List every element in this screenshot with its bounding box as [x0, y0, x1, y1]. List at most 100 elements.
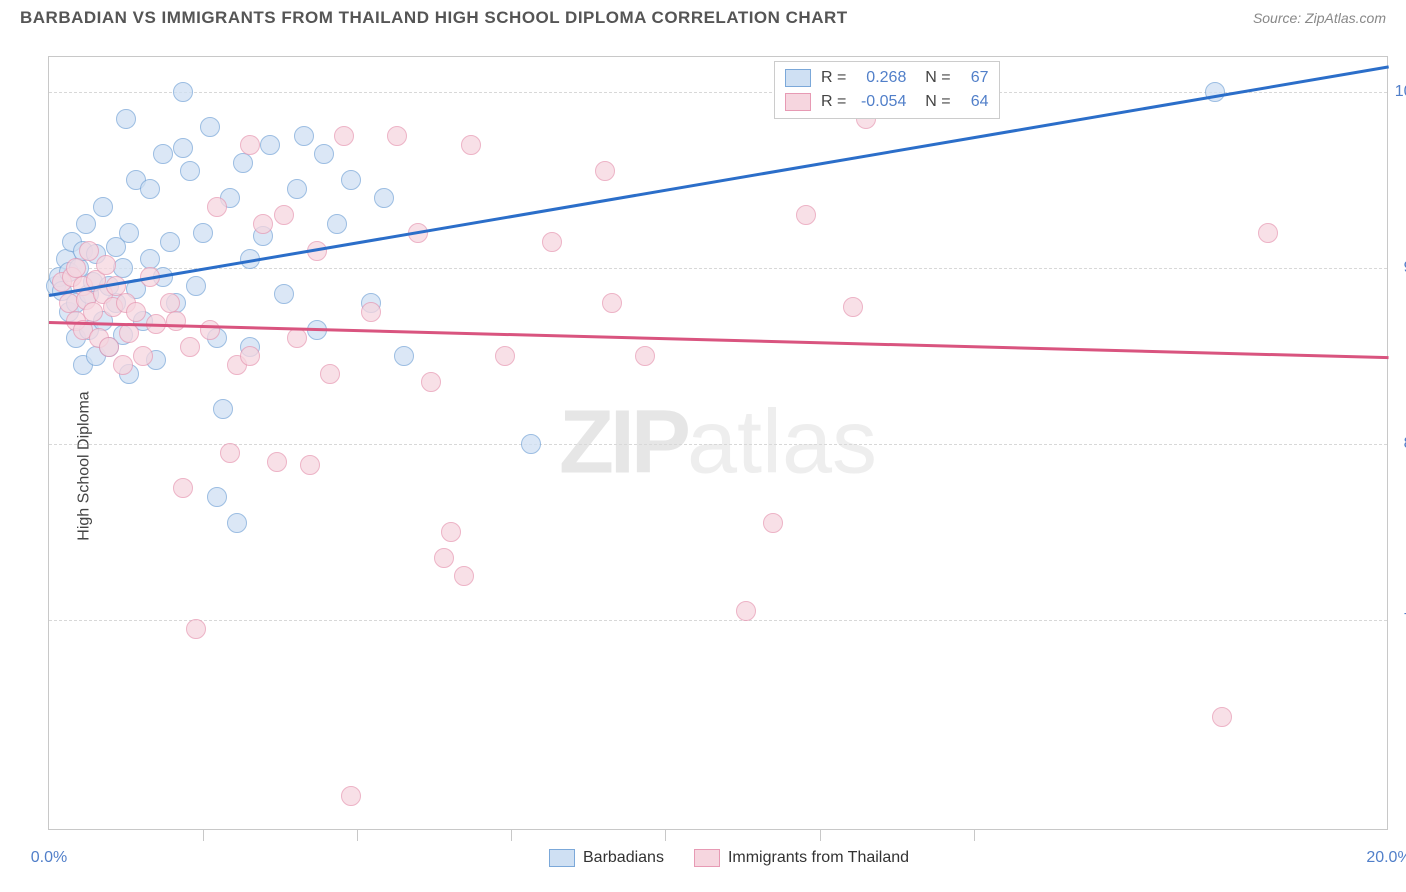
gridline	[49, 92, 1387, 93]
x-tick-mark	[665, 829, 666, 841]
data-point	[173, 82, 193, 102]
bottom-legend: Barbadians Immigrants from Thailand	[549, 849, 909, 867]
x-tick-label: 0.0%	[31, 849, 67, 867]
data-point	[227, 513, 247, 533]
legend-label: Immigrants from Thailand	[728, 849, 909, 867]
data-point	[96, 255, 116, 275]
data-point	[240, 346, 260, 366]
data-point	[119, 323, 139, 343]
chart-title: BARBADIAN VS IMMIGRANTS FROM THAILAND HI…	[20, 8, 848, 28]
data-point	[253, 214, 273, 234]
data-point	[274, 284, 294, 304]
data-point	[267, 452, 287, 472]
data-point	[441, 522, 461, 542]
data-point	[1212, 707, 1232, 727]
data-point	[461, 135, 481, 155]
stat-label: N =	[916, 93, 950, 111]
stat-r-value: -0.054	[856, 93, 906, 111]
data-point	[126, 302, 146, 322]
legend-swatch	[785, 69, 811, 87]
data-point	[300, 455, 320, 475]
data-point	[186, 619, 206, 639]
x-tick-mark	[511, 829, 512, 841]
data-point	[153, 144, 173, 164]
data-point	[200, 320, 220, 340]
plot-area: ZIPatlas 70.0%80.0%90.0%100.0%0.0%20.0%R…	[48, 56, 1388, 830]
data-point	[394, 346, 414, 366]
watermark-part-a: ZIP	[559, 393, 687, 493]
legend-item: Immigrants from Thailand	[694, 849, 909, 867]
data-point	[207, 197, 227, 217]
legend-swatch	[694, 849, 720, 867]
stat-r-value: 0.268	[856, 69, 906, 87]
stat-label: N =	[916, 69, 950, 87]
data-point	[287, 328, 307, 348]
data-point	[166, 311, 186, 331]
stat-label: R =	[821, 69, 846, 87]
data-point	[334, 126, 354, 146]
data-point	[314, 144, 334, 164]
stats-row: R =0.268 N =67	[785, 66, 989, 90]
data-point	[116, 109, 136, 129]
x-tick-mark	[974, 829, 975, 841]
data-point	[173, 478, 193, 498]
data-point	[113, 355, 133, 375]
data-point	[495, 346, 515, 366]
data-point	[133, 346, 153, 366]
data-point	[99, 337, 119, 357]
data-point	[1258, 223, 1278, 243]
data-point	[233, 153, 253, 173]
watermark: ZIPatlas	[559, 392, 877, 495]
data-point	[521, 434, 541, 454]
data-point	[160, 232, 180, 252]
data-point	[320, 364, 340, 384]
data-point	[119, 223, 139, 243]
data-point	[1205, 82, 1225, 102]
data-point	[454, 566, 474, 586]
data-point	[796, 205, 816, 225]
data-point	[220, 443, 240, 463]
data-point	[213, 399, 233, 419]
data-point	[374, 188, 394, 208]
data-point	[173, 138, 193, 158]
data-point	[207, 487, 227, 507]
data-point	[542, 232, 562, 252]
legend-swatch	[549, 849, 575, 867]
data-point	[434, 548, 454, 568]
x-tick-mark	[203, 829, 204, 841]
data-point	[361, 302, 381, 322]
y-tick-label: 100.0%	[1395, 83, 1406, 101]
data-point	[763, 513, 783, 533]
data-point	[736, 601, 756, 621]
stat-n-value: 64	[961, 93, 989, 111]
legend-swatch	[785, 93, 811, 111]
data-point	[79, 241, 99, 261]
x-tick-mark	[820, 829, 821, 841]
x-tick-mark	[357, 829, 358, 841]
stat-label: R =	[821, 93, 846, 111]
data-point	[180, 161, 200, 181]
data-point	[260, 135, 280, 155]
data-point	[240, 135, 260, 155]
data-point	[287, 179, 307, 199]
data-point	[595, 161, 615, 181]
gridline	[49, 620, 1387, 621]
data-point	[294, 126, 314, 146]
data-point	[421, 372, 441, 392]
x-tick-label: 20.0%	[1366, 849, 1406, 867]
data-point	[140, 179, 160, 199]
data-point	[180, 337, 200, 357]
data-point	[83, 302, 103, 322]
watermark-part-b: atlas	[687, 393, 877, 493]
data-point	[341, 786, 361, 806]
legend-item: Barbadians	[549, 849, 664, 867]
legend-label: Barbadians	[583, 849, 664, 867]
stats-box: R =0.268 N =67R =-0.054 N =64	[774, 61, 1000, 119]
data-point	[387, 126, 407, 146]
stats-row: R = -0.054 N = 64	[785, 90, 989, 114]
data-point	[602, 293, 622, 313]
data-point	[843, 297, 863, 317]
data-point	[327, 214, 347, 234]
data-point	[274, 205, 294, 225]
data-point	[93, 197, 113, 217]
